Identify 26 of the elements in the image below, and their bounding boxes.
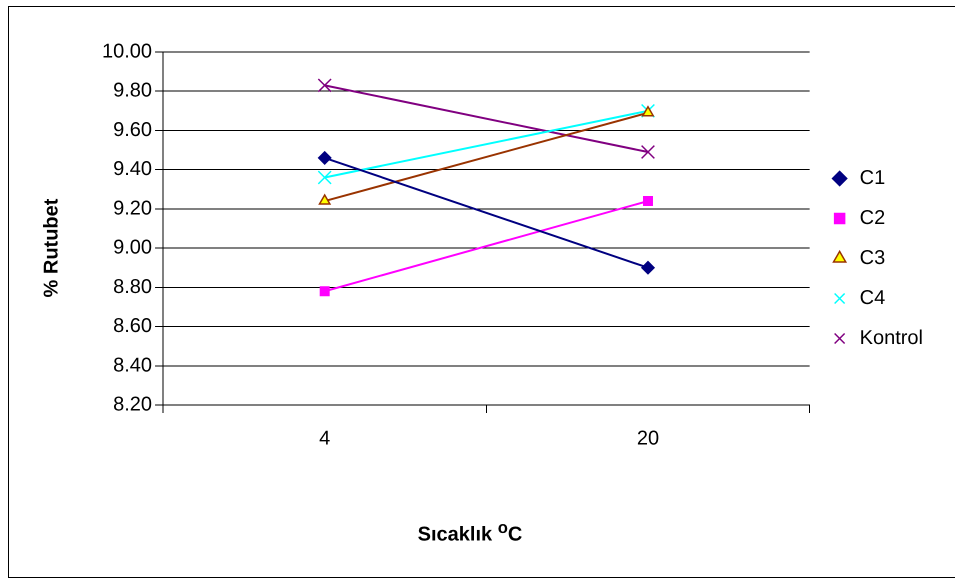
x-tick-label: 20 — [636, 428, 660, 450]
point — [642, 196, 653, 206]
point — [318, 151, 332, 165]
point — [640, 144, 656, 160]
y-tick-label: 9.40 — [113, 158, 152, 180]
point — [318, 78, 332, 92]
legend-label: C4 — [860, 287, 886, 310]
x-tick-label: 4 — [319, 428, 330, 450]
y-tick-label: 8.60 — [113, 315, 152, 338]
y-tick-label: 9.60 — [113, 118, 152, 141]
y-tick-label: 9.20 — [113, 197, 152, 220]
y-tick-label: 8.20 — [113, 394, 152, 416]
legend-label: C3 — [860, 247, 886, 270]
y-tick-label: 8.80 — [113, 276, 152, 298]
legend-label: Kontrol — [860, 327, 924, 350]
point — [320, 286, 330, 296]
point — [318, 170, 332, 185]
y-tick-label: 9.80 — [113, 80, 152, 102]
legend-label: C2 — [860, 207, 886, 230]
x-axis-title: Sıcaklık $^{o}$C — [416, 518, 524, 547]
y-tick-label: 8.40 — [113, 354, 152, 376]
y-tick-label: 10.00 — [102, 40, 152, 63]
point — [641, 260, 655, 274]
y-axis-title: % Rutubet — [40, 198, 64, 298]
legend-label: C1 — [860, 167, 886, 190]
y-tick-label: 9.00 — [113, 236, 152, 259]
